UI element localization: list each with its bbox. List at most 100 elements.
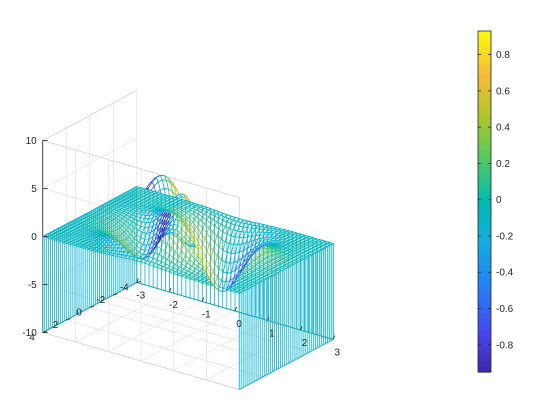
colorbar-segment (478, 206, 491, 213)
colorbar-tick-label: 0.6 (496, 86, 510, 97)
colorbar-segment (478, 126, 491, 133)
surface-mesh (42, 175, 334, 294)
colorbar-segment (478, 302, 491, 309)
colorbar-tick-label: 0 (496, 195, 502, 206)
colorbar-segment (478, 334, 491, 341)
colorbar-segment (478, 340, 491, 346)
x-tick-mark (201, 297, 205, 302)
y-tick-mark (42, 330, 47, 333)
colorbar-segment (478, 46, 491, 53)
y-tick-label: -2 (96, 295, 105, 306)
colorbar-segment (478, 350, 491, 357)
x-tick-mark (332, 335, 336, 340)
z-tick-label: 5 (31, 184, 37, 195)
colorbar-segment (478, 329, 491, 336)
colorbar-segment (478, 297, 491, 304)
colorbar-segment (478, 142, 491, 149)
colorbar-segment (478, 190, 491, 197)
colorbar-segment (478, 36, 491, 43)
colorbar-segment (478, 196, 491, 203)
y-tick-label: -4 (120, 283, 129, 294)
curtain-edge (239, 339, 334, 390)
colorbar-segment (478, 270, 491, 277)
z-tick-label: 10 (26, 136, 38, 147)
x-tick-label: 1 (269, 329, 275, 340)
colorbar-segment (478, 121, 491, 128)
x-tick-label: 3 (334, 348, 340, 359)
box-edge (42, 332, 240, 390)
colorbar-tick-label: -0.8 (496, 340, 514, 351)
colorbar-segment (478, 84, 491, 91)
colorbar-segment (478, 174, 491, 181)
colorbar-segment (478, 57, 491, 64)
x-tick-label: -3 (136, 291, 145, 302)
colorbar-segment (478, 116, 491, 123)
colorbar-tick-label: 0.8 (496, 50, 510, 61)
colorbar-segment (478, 276, 491, 283)
colorbar-frame (477, 30, 492, 373)
x-tick-mark (136, 278, 139, 283)
colorbar-segment (478, 41, 491, 48)
curtain-edge (239, 243, 334, 294)
box-edge (42, 90, 137, 141)
colorbar-segment (478, 185, 491, 192)
colorbar-segment (478, 292, 491, 299)
colorbar-segment (478, 345, 491, 352)
colorbar-segment (478, 265, 491, 272)
z-tick-label: -5 (28, 280, 37, 291)
colorbar-segment (478, 201, 491, 208)
colorbar-segment (478, 105, 491, 112)
z-tick-label: 0 (31, 232, 37, 243)
colorbar-segment (478, 100, 491, 107)
colorbar-segment (478, 158, 491, 165)
colorbar-segment (478, 324, 491, 330)
grid-line (113, 294, 310, 353)
y-tick-label: 2 (53, 320, 59, 331)
x-tick-label: -2 (169, 300, 178, 311)
colorbar-segment (478, 94, 491, 101)
colorbar-segment (478, 137, 491, 144)
colorbar-segment (478, 281, 491, 288)
colorbar-segment (478, 68, 491, 75)
y-tick-mark (136, 280, 141, 283)
grid-line (89, 307, 287, 365)
curtain-edge (42, 186, 138, 237)
x-tick-mark (300, 325, 303, 331)
colorbar-segment (478, 148, 491, 155)
x-tick-mark (169, 287, 172, 293)
colorbar-segment (478, 356, 491, 362)
y-tick-label: 4 (29, 333, 35, 344)
colorbar-segment (478, 73, 491, 80)
colorbar-segment (478, 217, 491, 224)
x-tick-mark (267, 316, 270, 321)
colorbar-segment (478, 89, 491, 96)
colorbar-tick-label: -0.4 (496, 268, 514, 279)
colorbar-segment (478, 260, 491, 267)
y-tick-mark (113, 293, 118, 296)
colorbar-tick-label: -0.2 (496, 231, 514, 242)
colorbar-tick-label: -0.6 (496, 304, 514, 315)
colorbar-segment (478, 52, 491, 59)
box-edge (42, 140, 240, 198)
colorbar-segment (478, 110, 491, 117)
colorbar-segment (478, 286, 491, 293)
x-tick-label: -1 (202, 310, 211, 321)
y-tick-mark (89, 305, 94, 308)
x-tick-label: 2 (302, 338, 308, 349)
colorbar-segment (478, 361, 491, 368)
colorbar-segment (478, 233, 491, 240)
colorbar-segment (478, 228, 491, 235)
grid-line (66, 319, 263, 378)
colorbar-segment (478, 153, 491, 160)
colorbar-segment (478, 249, 491, 256)
colorbar-segment (478, 164, 491, 171)
colorbar-segment (478, 212, 491, 219)
colorbar-segment (478, 238, 491, 245)
z-tick-label: -10 (22, 328, 37, 339)
colorbar-segment (478, 169, 491, 176)
x-tick-label: 0 (236, 319, 242, 330)
colorbar-segment (478, 62, 491, 69)
colorbar-segment (478, 313, 491, 320)
colorbar-segment (478, 222, 491, 229)
